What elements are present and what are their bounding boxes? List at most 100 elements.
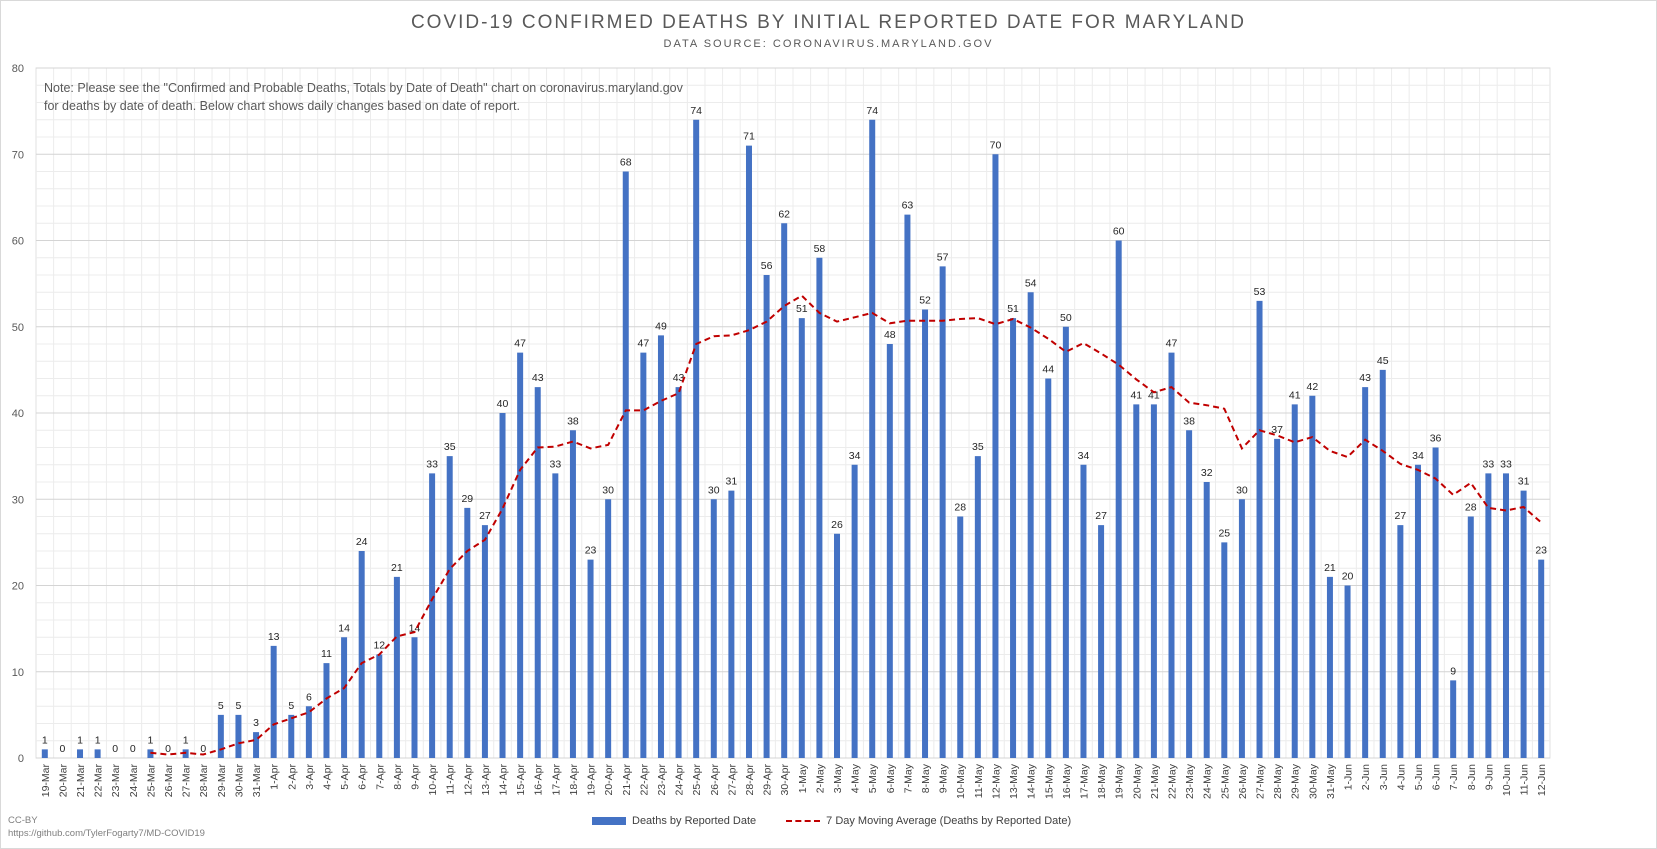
bar-data-label: 41	[1148, 389, 1160, 401]
y-tick-label: 60	[12, 236, 24, 248]
bar-data-label: 51	[1007, 303, 1019, 315]
bar-data-label: 34	[849, 450, 861, 462]
bar	[781, 223, 788, 758]
bar	[1168, 352, 1175, 758]
bar	[834, 533, 841, 758]
x-tick-label: 27-Apr	[726, 763, 738, 795]
x-tick-label: 16-Apr	[533, 763, 545, 795]
x-tick-label: 10-Apr	[427, 763, 439, 795]
bar-data-label: 25	[1218, 527, 1230, 539]
x-tick-label: 9-Jun	[1483, 764, 1495, 790]
bar-data-label: 47	[514, 338, 526, 350]
x-tick-label: 3-May	[832, 763, 844, 793]
bar	[393, 576, 400, 758]
bar-data-label: 1	[77, 734, 83, 746]
x-tick-label: 24-Mar	[128, 764, 140, 798]
bar	[1397, 525, 1404, 758]
x-tick-label: 31-May	[1325, 763, 1337, 799]
bar	[922, 309, 929, 758]
bar	[411, 637, 418, 758]
bar-data-label: 35	[972, 441, 984, 453]
bar	[992, 154, 999, 758]
x-tick-label: 4-May	[850, 763, 862, 793]
bar	[710, 499, 717, 758]
bar-data-label: 74	[866, 105, 878, 117]
bar	[1485, 473, 1492, 758]
bar	[552, 473, 559, 758]
x-tick-label: 4-Apr	[321, 764, 333, 790]
bar	[904, 214, 911, 758]
bar-data-label: 27	[1395, 510, 1407, 522]
x-tick-label: 31-Mar	[251, 764, 263, 798]
bar	[1379, 369, 1386, 758]
bar	[693, 119, 700, 758]
bar	[1274, 438, 1281, 758]
bar	[464, 507, 471, 758]
bar-data-label: 47	[638, 338, 650, 350]
x-tick-label: 29-May	[1290, 763, 1302, 799]
x-tick-label: 5-May	[867, 763, 879, 793]
credit-license: CC-BY	[8, 815, 38, 826]
x-tick-label: 14-Apr	[498, 763, 510, 795]
x-tick-label: 4-Jun	[1395, 764, 1407, 790]
bar	[957, 516, 964, 758]
x-tick-label: 8-Apr	[392, 764, 404, 790]
x-tick-label: 1-May	[797, 763, 809, 793]
bar-data-label: 28	[1465, 502, 1477, 514]
bar-data-label: 38	[567, 415, 579, 427]
bar-data-label: 52	[919, 295, 931, 307]
bar-data-label: 27	[479, 510, 491, 522]
bar-data-label: 41	[1130, 389, 1142, 401]
bar-data-label: 0	[112, 743, 118, 755]
bar	[1256, 300, 1263, 758]
x-tick-label: 20-May	[1131, 763, 1143, 799]
bar	[1045, 378, 1052, 758]
bar-data-label: 47	[1166, 338, 1178, 350]
bar	[816, 257, 823, 758]
bar	[1326, 576, 1333, 758]
x-tick-label: 13-Apr	[480, 763, 492, 795]
x-tick-label: 7-Jun	[1448, 764, 1460, 790]
bar	[358, 551, 365, 758]
bar	[341, 637, 348, 758]
bar-data-label: 53	[1254, 286, 1266, 298]
bar-data-label: 71	[743, 131, 755, 143]
bar	[1414, 464, 1421, 758]
x-tick-label: 5-Jun	[1413, 764, 1425, 790]
bar	[640, 352, 647, 758]
y-tick-label: 0	[18, 753, 24, 765]
credit-url: https://github.com/TylerFogarty7/MD-COVI…	[8, 828, 205, 839]
bar-data-label: 5	[218, 700, 224, 712]
x-tick-label: 24-May	[1202, 763, 1214, 799]
bar-data-label: 30	[602, 484, 614, 496]
bar-data-label: 13	[268, 631, 280, 643]
x-tick-label: 15-May	[1043, 763, 1055, 799]
bar	[1238, 499, 1245, 758]
bar	[1467, 516, 1474, 758]
x-tick-label: 13-May	[1008, 763, 1020, 799]
chart-note: Note: Please see the "Confirmed and Prob…	[44, 81, 683, 113]
x-tick-label: 18-Apr	[568, 763, 580, 795]
y-tick-label: 40	[12, 408, 24, 420]
x-tick-label: 26-Mar	[163, 764, 175, 798]
x-tick-label: 23-Apr	[656, 763, 668, 795]
x-tick-label: 30-Apr	[779, 763, 791, 795]
bar-data-label: 34	[1412, 450, 1424, 462]
bar-data-label: 12	[373, 640, 385, 652]
bar-data-label: 70	[990, 139, 1002, 151]
bar-data-label: 5	[288, 700, 294, 712]
bar-data-label: 6	[306, 691, 312, 703]
bar	[851, 464, 858, 758]
legend-bar-swatch	[592, 817, 626, 825]
bar-data-label: 30	[1236, 484, 1248, 496]
x-tick-label: 29-Apr	[762, 763, 774, 795]
x-tick-label: 27-Mar	[181, 764, 193, 798]
bar-data-label: 62	[778, 208, 790, 220]
bar-data-label: 74	[690, 105, 702, 117]
bar	[1344, 585, 1351, 758]
bar-data-label: 68	[620, 157, 632, 169]
bar	[974, 456, 981, 758]
bar	[675, 387, 682, 758]
bar	[798, 318, 805, 758]
bar	[1010, 318, 1017, 758]
